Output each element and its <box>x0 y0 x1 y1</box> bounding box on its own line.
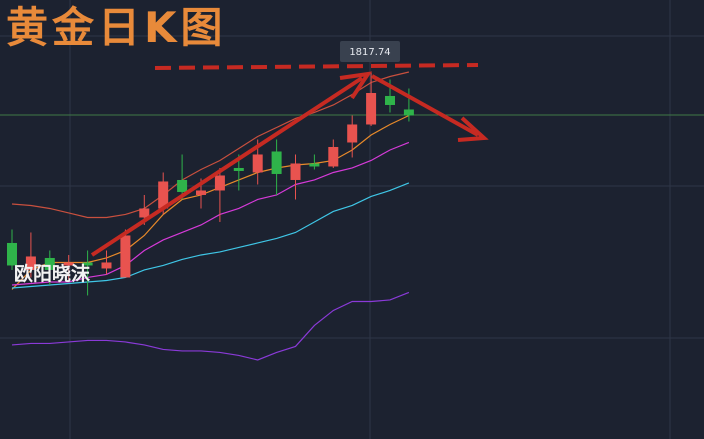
candle-body <box>63 262 74 266</box>
candle-body <box>101 262 112 269</box>
candle-body <box>177 179 188 192</box>
resistance-line <box>154 63 479 70</box>
candle-body <box>385 95 395 105</box>
price-tag: 1817.74 <box>349 47 390 58</box>
candle-body <box>366 92 377 125</box>
candle-body <box>82 262 93 266</box>
candle-body <box>252 154 263 173</box>
ma-line <box>11 182 410 289</box>
candle-body <box>328 146 339 167</box>
price-tag-box <box>340 41 400 62</box>
chart-title: 黄金日K图 <box>6 3 227 52</box>
candle-body <box>139 208 150 218</box>
candle-body <box>233 167 244 171</box>
candle-body <box>271 151 282 174</box>
candle-body <box>309 163 320 167</box>
candle-body <box>403 109 414 116</box>
candle-body <box>120 235 131 278</box>
ma-line <box>11 114 410 290</box>
trend-arrows <box>90 71 489 257</box>
ma-line <box>11 71 410 219</box>
candle-body <box>347 124 358 143</box>
candle-body <box>214 175 225 191</box>
candle-body <box>196 190 206 195</box>
ma-line <box>11 141 410 286</box>
watermark: 欧阳晓沫 <box>14 262 91 285</box>
candle-body <box>158 181 169 209</box>
ma-line <box>11 291 410 361</box>
candle-body <box>290 163 301 180</box>
candle-body <box>44 257 55 270</box>
plot <box>7 71 414 361</box>
candle-body <box>25 256 36 270</box>
candle-body <box>7 242 17 266</box>
